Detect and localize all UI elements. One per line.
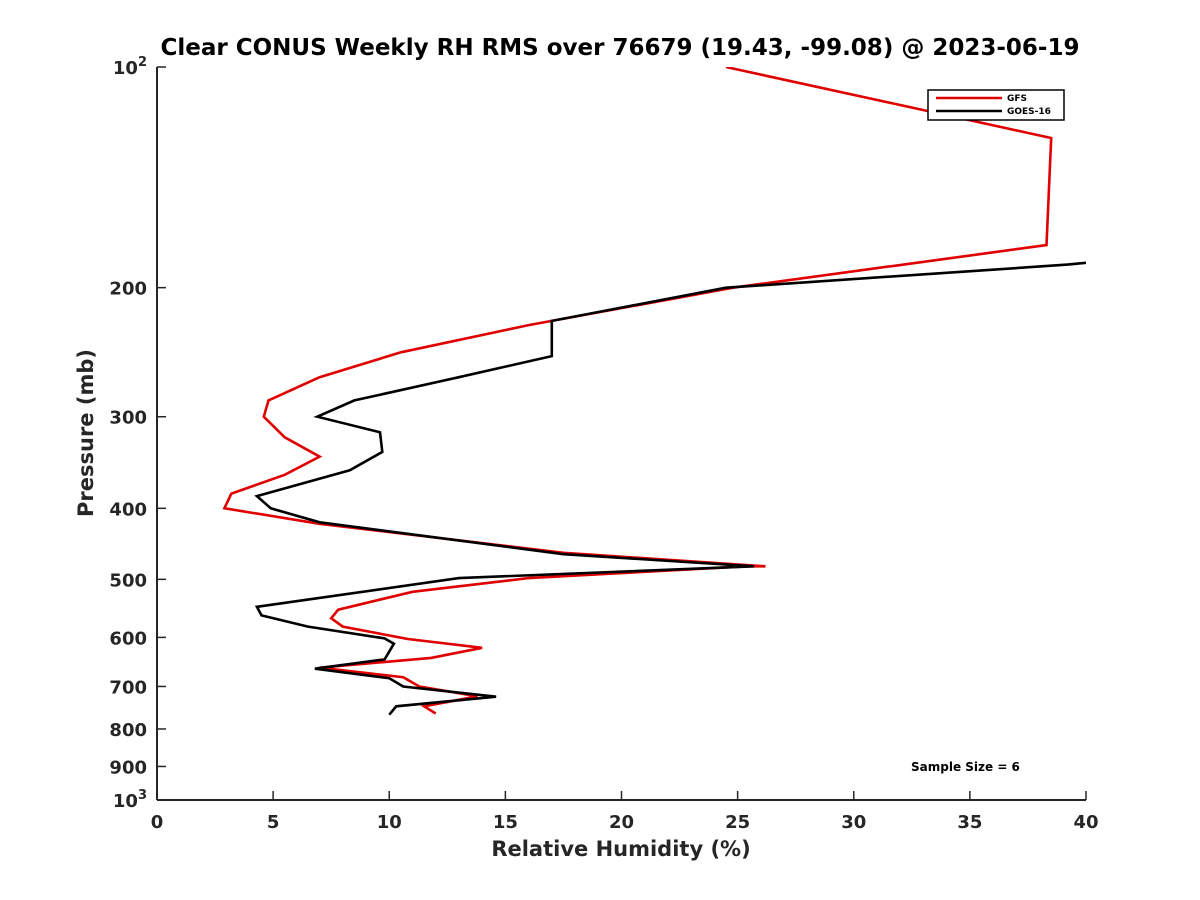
y-tick-label: 103 <box>113 788 147 812</box>
y-tick-label: 600 <box>109 628 147 649</box>
series-layer <box>222 67 1086 716</box>
y-tick-label: 500 <box>109 570 147 591</box>
legend-label-goes16: GOES-16 <box>1007 107 1051 117</box>
x-axis-label: Relative Humidity (%) <box>491 837 750 861</box>
chart-title: Clear CONUS Weekly RH RMS over 76679 (19… <box>161 35 1080 61</box>
series-line-goes16 <box>254 261 1086 716</box>
x-tick-label: 20 <box>609 812 634 833</box>
y-tick-label: 300 <box>109 408 147 429</box>
x-tick-label: 30 <box>841 812 866 833</box>
x-tick-label: 0 <box>151 812 164 833</box>
x-tick-label: 25 <box>725 812 750 833</box>
legend: GFS GOES-16 <box>927 89 1065 121</box>
ticks-layer: 0 5 10 15 20 25 30 35 40 102 200 300 400 500 600 700 800… <box>109 55 1098 833</box>
y-tick-label: 700 <box>109 677 147 698</box>
sample-size-annotation: Sample Size = 6 <box>911 760 1020 774</box>
y-tick-label: 400 <box>109 499 147 520</box>
y-tick-label: 200 <box>109 279 147 300</box>
legend-label-gfs: GFS <box>1007 94 1027 104</box>
y-tick-label: 102 <box>113 55 147 79</box>
y-tick-label: 900 <box>109 757 147 778</box>
y-axis-label: Pressure (mb) <box>74 349 98 517</box>
x-tick-label: 15 <box>493 812 518 833</box>
y-tick-label: 800 <box>109 720 147 741</box>
x-tick-label: 35 <box>957 812 982 833</box>
legend-box <box>927 89 1065 121</box>
x-tick-label: 5 <box>267 812 280 833</box>
x-tick-label: 40 <box>1073 812 1098 833</box>
x-tick-label: 10 <box>377 812 402 833</box>
